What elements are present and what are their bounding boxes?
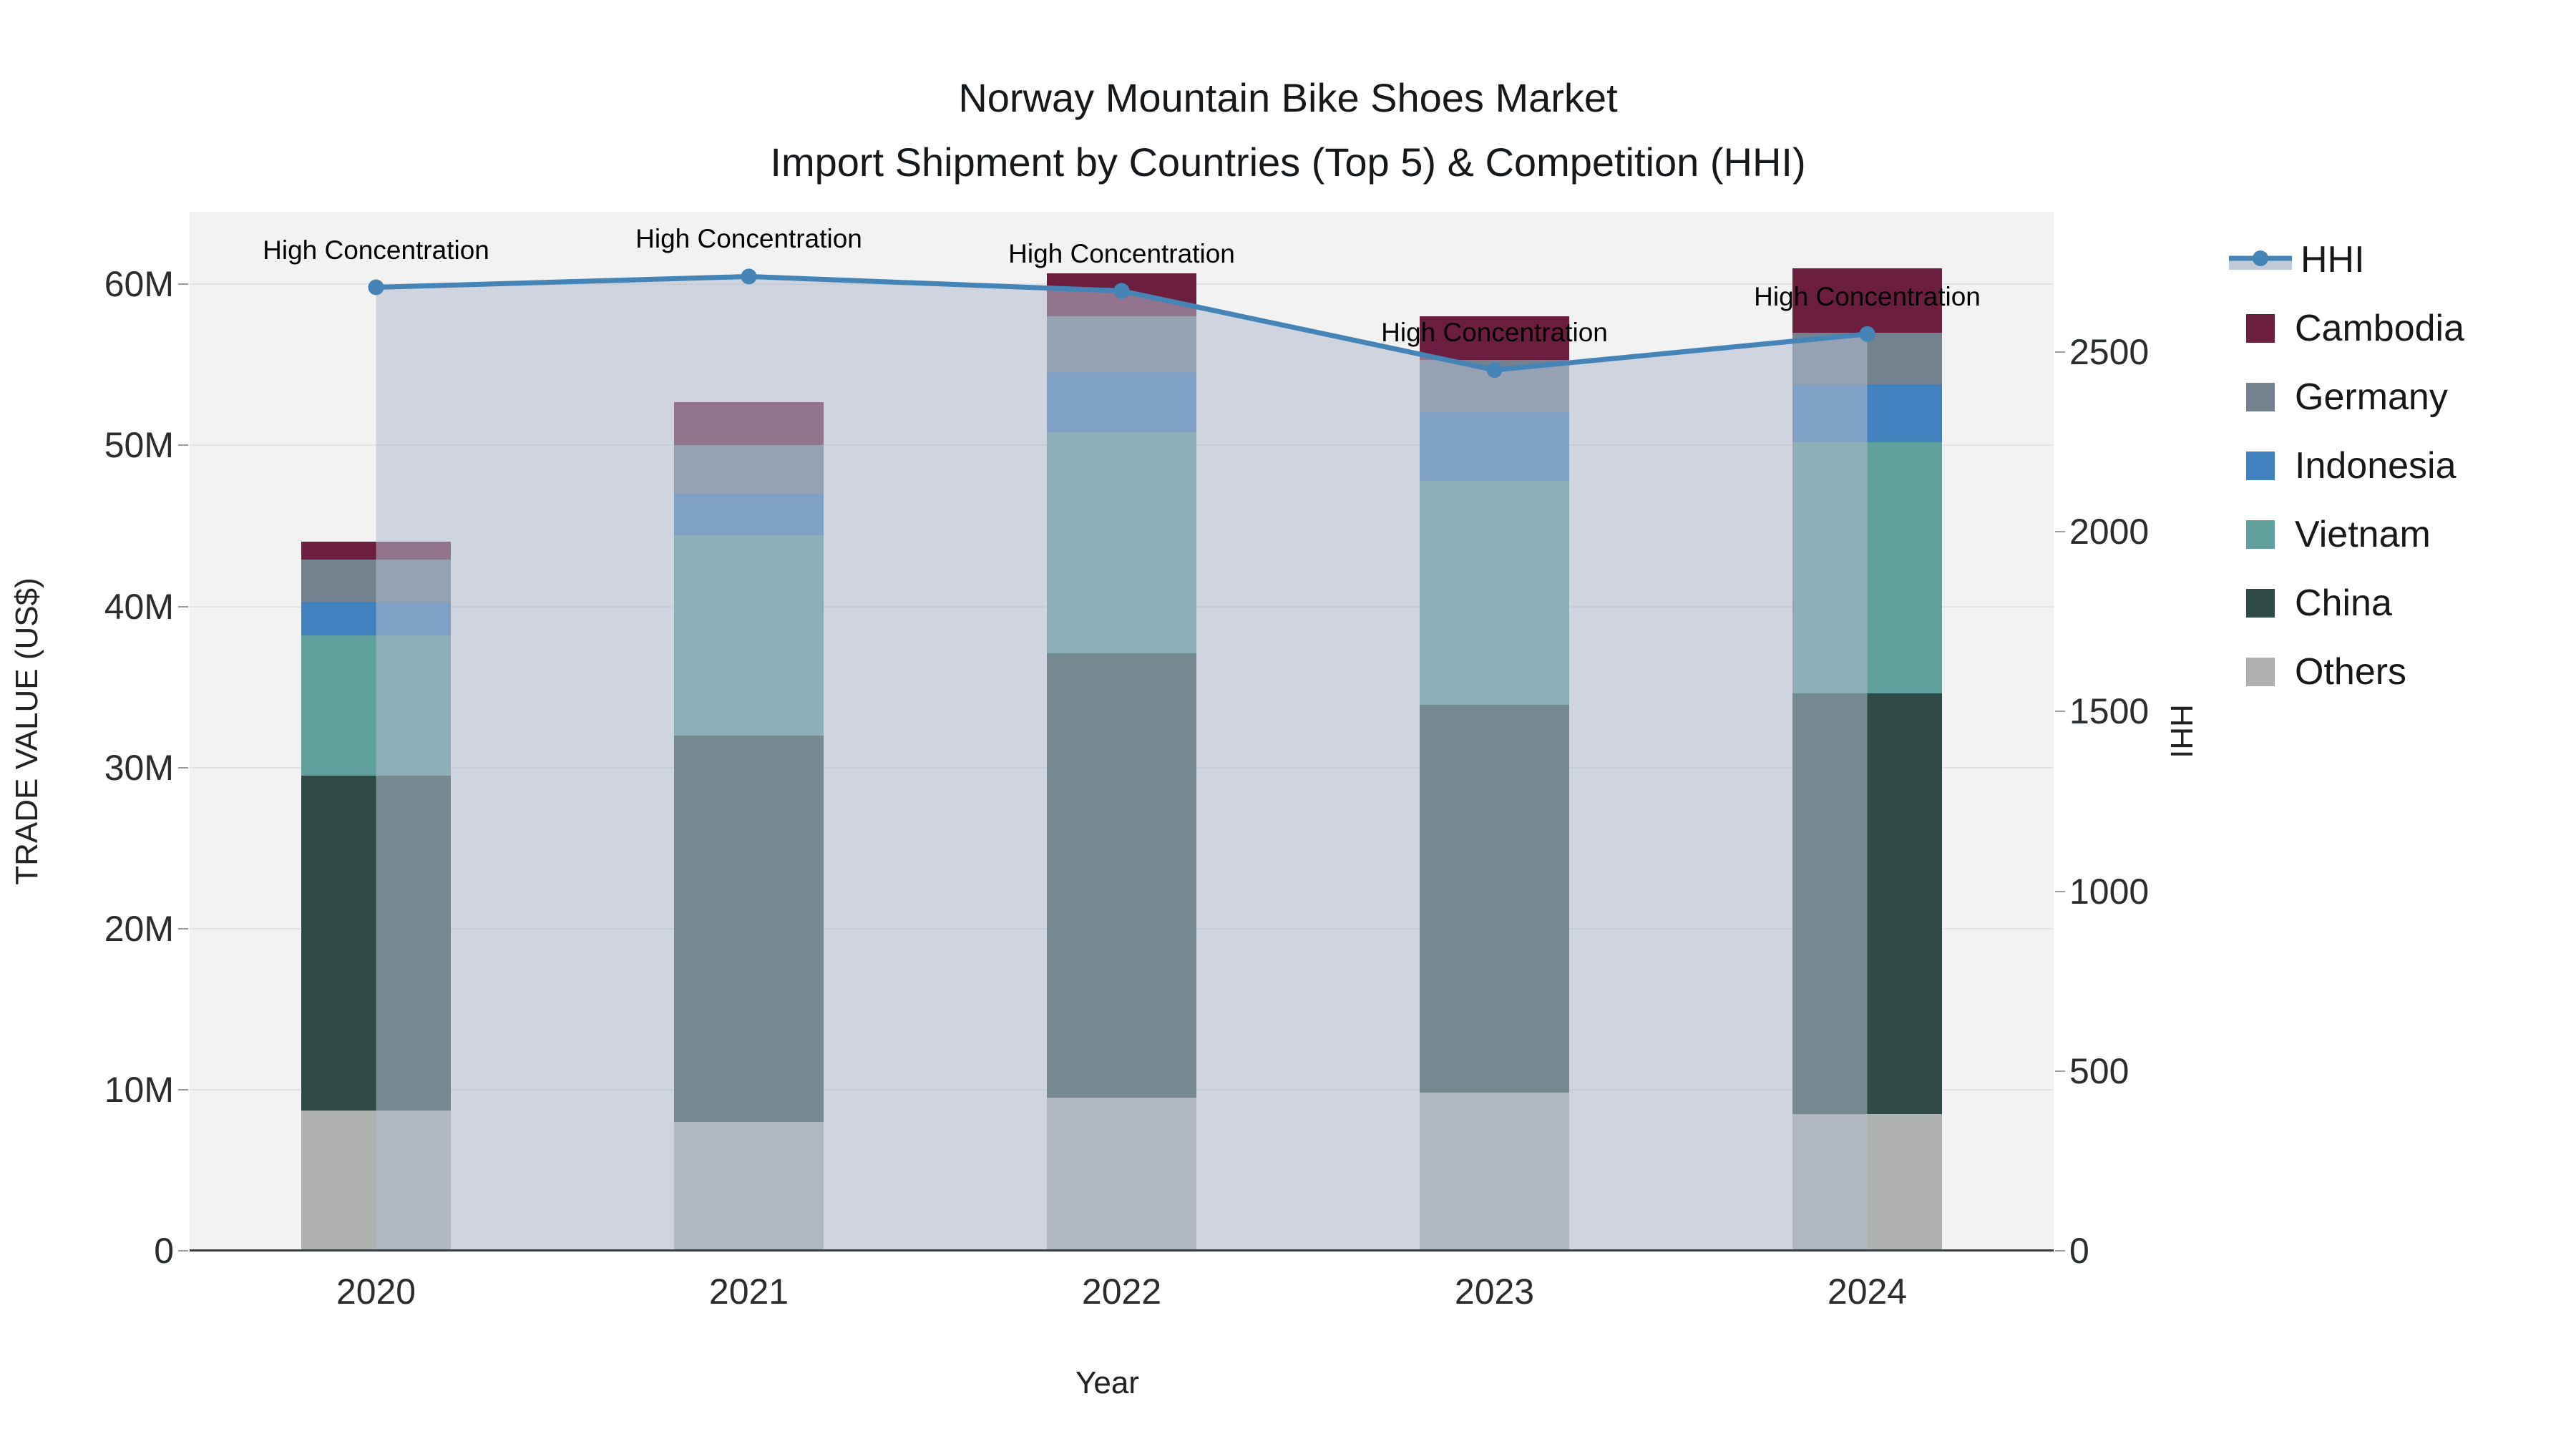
legend-item-vietnam[interactable]: Vietnam xyxy=(2229,513,2431,556)
bar-segment-others-2023 xyxy=(1420,1093,1569,1251)
hhi-marker-2020 xyxy=(368,279,384,296)
legend-item-indonesia[interactable]: Indonesia xyxy=(2229,444,2457,487)
y2-tick-label: 500 xyxy=(2069,1050,2129,1091)
x-tick-label-2021: 2021 xyxy=(708,1272,789,1312)
legend-label-vietnam: Vietnam xyxy=(2295,514,2431,555)
y-tick-label: 10M xyxy=(104,1069,174,1110)
y-tick-mark xyxy=(178,283,188,286)
chart-title-line2: Import Shipment by Countries (Top 5) & C… xyxy=(770,140,1806,185)
bar-segment-vietnam-2024 xyxy=(1792,441,1942,694)
bar-segment-germany-2020 xyxy=(301,560,451,602)
bar-segment-china-2023 xyxy=(1420,704,1569,1093)
legend-swatch-cambodia xyxy=(2246,314,2275,343)
y-tick-mark xyxy=(178,605,188,608)
bar-segment-vietnam-2022 xyxy=(1047,432,1196,653)
bar-segment-germany-2023 xyxy=(1420,360,1569,412)
legend-swatch-indonesia xyxy=(2246,452,2275,480)
y-tick-label: 60M xyxy=(104,264,174,305)
y2-tick-label: 2500 xyxy=(2069,331,2150,372)
y-tick-label: 30M xyxy=(104,747,174,788)
bar-segment-others-2021 xyxy=(674,1121,824,1251)
bar-segment-indonesia-2023 xyxy=(1420,411,1569,481)
bar-segment-vietnam-2023 xyxy=(1420,480,1569,705)
y2-tick-label: 1500 xyxy=(2069,691,2150,732)
x-tick-label-2020: 2020 xyxy=(336,1272,416,1312)
legend-label-hhi: HHI xyxy=(2301,239,2365,280)
legend-item-china[interactable]: China xyxy=(2229,582,2392,625)
annotation-high-concentration-2022: High Concentration xyxy=(1008,238,1235,268)
legend-item-germany[interactable]: Germany xyxy=(2229,376,2448,419)
y2-tick-mark xyxy=(2055,531,2065,533)
bar-segment-vietnam-2020 xyxy=(301,635,451,776)
annotation-high-concentration-2023: High Concentration xyxy=(1381,318,1608,348)
legend-label-others: Others xyxy=(2295,651,2407,693)
hhi-legend-symbol-icon xyxy=(2229,244,2292,275)
legend-swatch-vietnam xyxy=(2246,520,2275,549)
annotation-high-concentration-2021: High Concentration xyxy=(635,224,862,254)
bar-segment-cambodia-2021 xyxy=(674,401,824,446)
bar-segment-cambodia-2020 xyxy=(301,542,451,560)
legend-item-cambodia[interactable]: Cambodia xyxy=(2229,307,2464,350)
y2-tick-mark xyxy=(2055,1250,2065,1252)
y2-tick-label: 1000 xyxy=(2069,871,2150,912)
x-axis-title: Year xyxy=(1075,1365,1139,1400)
bar-segment-china-2020 xyxy=(301,775,451,1111)
bar-segment-indonesia-2020 xyxy=(301,601,451,636)
legend-label-indonesia: Indonesia xyxy=(2295,445,2457,487)
y-tick-label: 20M xyxy=(104,908,174,949)
legend-label-cambodia: Cambodia xyxy=(2295,308,2465,349)
plot-area: High Concentration High Concentration High… xyxy=(190,212,2054,1252)
bar-segment-others-2020 xyxy=(301,1111,451,1251)
bar-segment-others-2022 xyxy=(1047,1098,1196,1251)
bar-segment-indonesia-2021 xyxy=(674,493,824,536)
bar-segment-germany-2024 xyxy=(1792,332,1942,384)
chart-title-line1: Norway Mountain Bike Shoes Market xyxy=(958,75,1618,120)
annotation-high-concentration-2020: High Concentration xyxy=(263,235,489,265)
bar-segment-indonesia-2024 xyxy=(1792,384,1942,442)
y2-tick-mark xyxy=(2055,1070,2065,1072)
x-tick-label-2024: 2024 xyxy=(1827,1272,1908,1312)
x-axis-line xyxy=(190,1249,2054,1252)
x-tick-label-2023: 2023 xyxy=(1454,1272,1535,1312)
y2-tick-label: 0 xyxy=(2069,1231,2089,1271)
bar-segment-germany-2021 xyxy=(674,445,824,494)
bar-segment-cambodia-2022 xyxy=(1047,273,1196,317)
y2-tick-label: 2000 xyxy=(2069,512,2150,552)
bar-segment-others-2024 xyxy=(1792,1113,1942,1251)
chart-title: Norway Mountain Bike Shoes Market Import… xyxy=(0,66,2576,195)
bar-segment-vietnam-2021 xyxy=(674,535,824,736)
bar-segment-germany-2022 xyxy=(1047,316,1196,371)
y2-tick-mark xyxy=(2055,890,2065,892)
legend-swatch-germany xyxy=(2246,383,2275,411)
y-tick-mark xyxy=(178,1250,188,1252)
y-tick-label: 40M xyxy=(104,586,174,627)
y2-tick-mark xyxy=(2055,711,2065,713)
y-tick-label: 50M xyxy=(104,425,174,466)
x-tick-label-2022: 2022 xyxy=(1081,1272,1162,1312)
y2-tick-mark xyxy=(2055,351,2065,353)
legend-label-germany: Germany xyxy=(2295,376,2448,418)
y-tick-mark xyxy=(178,766,188,769)
legend-swatch-others xyxy=(2246,658,2275,686)
hhi-marker-2021 xyxy=(741,268,757,285)
y-tick-mark xyxy=(178,444,188,447)
legend-label-china: China xyxy=(2295,582,2392,624)
bar-segment-indonesia-2022 xyxy=(1047,371,1196,433)
y-tick-label: 0 xyxy=(154,1231,174,1271)
legend-item-hhi[interactable]: HHI xyxy=(2229,238,2365,281)
bar-segment-china-2022 xyxy=(1047,653,1196,1098)
annotation-high-concentration-2024: High Concentration xyxy=(1754,281,1981,311)
bar-segment-china-2021 xyxy=(674,735,824,1122)
legend-swatch-china xyxy=(2246,589,2275,618)
legend-item-others[interactable]: Others xyxy=(2229,650,2406,693)
y-tick-mark xyxy=(178,1088,188,1091)
y2-axis-title: HHI xyxy=(2164,704,2199,758)
y-tick-mark xyxy=(178,927,188,930)
bar-segment-china-2024 xyxy=(1792,693,1942,1114)
